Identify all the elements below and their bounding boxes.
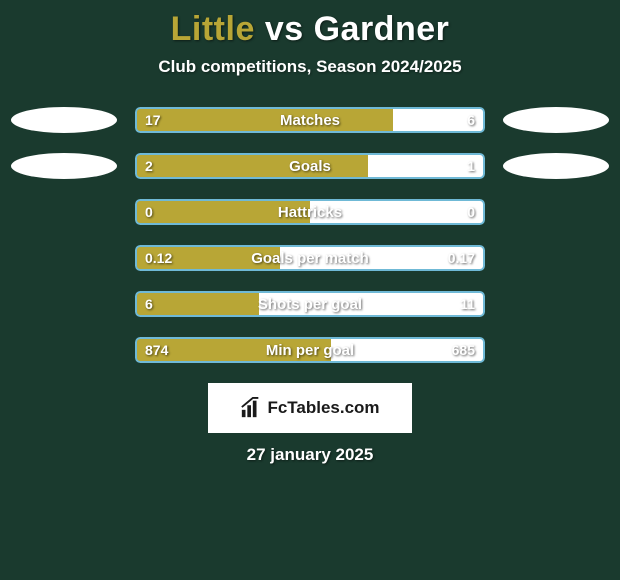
stat-row: Matches17 6: [0, 107, 620, 133]
brand-text: FcTables.com: [267, 398, 379, 418]
stat-bar: Hattricks0 0: [135, 199, 485, 225]
player1-marker: [11, 107, 117, 133]
stat-value-left: 0.12: [135, 245, 182, 271]
stat-value-right: 6: [457, 107, 485, 133]
stat-label: Min per goal: [135, 337, 485, 363]
stat-row: Shots per goal6 11: [0, 291, 620, 317]
stat-row: Goals per match0.12 0.17: [0, 245, 620, 271]
stat-bar: Goals2 1: [135, 153, 485, 179]
stat-value-left: 2: [135, 153, 163, 179]
date-text: 27 january 2025: [0, 445, 620, 465]
player1-name: Little: [171, 10, 255, 48]
stat-label: Shots per goal: [135, 291, 485, 317]
stat-bar: Shots per goal6 11: [135, 291, 485, 317]
stat-value-right: 0.17: [438, 245, 485, 271]
stat-bar: Min per goal874 685: [135, 337, 485, 363]
stat-row: Min per goal874 685: [0, 337, 620, 363]
stat-bar: Goals per match0.12 0.17: [135, 245, 485, 271]
title: Little vs Gardner: [0, 10, 620, 49]
title-vs: vs: [265, 10, 304, 48]
stat-value-left: 6: [135, 291, 163, 317]
player2-name: Gardner: [314, 10, 450, 48]
stat-label: Goals: [135, 153, 485, 179]
stat-value-right: 0: [457, 199, 485, 225]
subtitle: Club competitions, Season 2024/2025: [0, 57, 620, 77]
player2-marker: [503, 107, 609, 133]
stat-value-left: 874: [135, 337, 178, 363]
stat-value-right: 11: [450, 291, 485, 317]
stat-value-right: 1: [457, 153, 485, 179]
stat-label: Hattricks: [135, 199, 485, 225]
stat-row: Goals2 1: [0, 153, 620, 179]
brand-badge: FcTables.com: [208, 383, 412, 433]
stat-value-right: 685: [442, 337, 485, 363]
stat-value-left: 0: [135, 199, 163, 225]
stat-bar: Matches17 6: [135, 107, 485, 133]
stat-label: Goals per match: [135, 245, 485, 271]
stat-label: Matches: [135, 107, 485, 133]
chart-icon: [240, 397, 262, 419]
player1-marker: [11, 153, 117, 179]
player2-marker: [503, 153, 609, 179]
stat-value-left: 17: [135, 107, 171, 133]
comparison-card: Little vs Gardner Club competitions, Sea…: [0, 0, 620, 580]
stat-row: Hattricks0 0: [0, 199, 620, 225]
stats-list: Matches17 6 Goals2 1 Hattricks0 0 Goals per ma…: [0, 107, 620, 363]
